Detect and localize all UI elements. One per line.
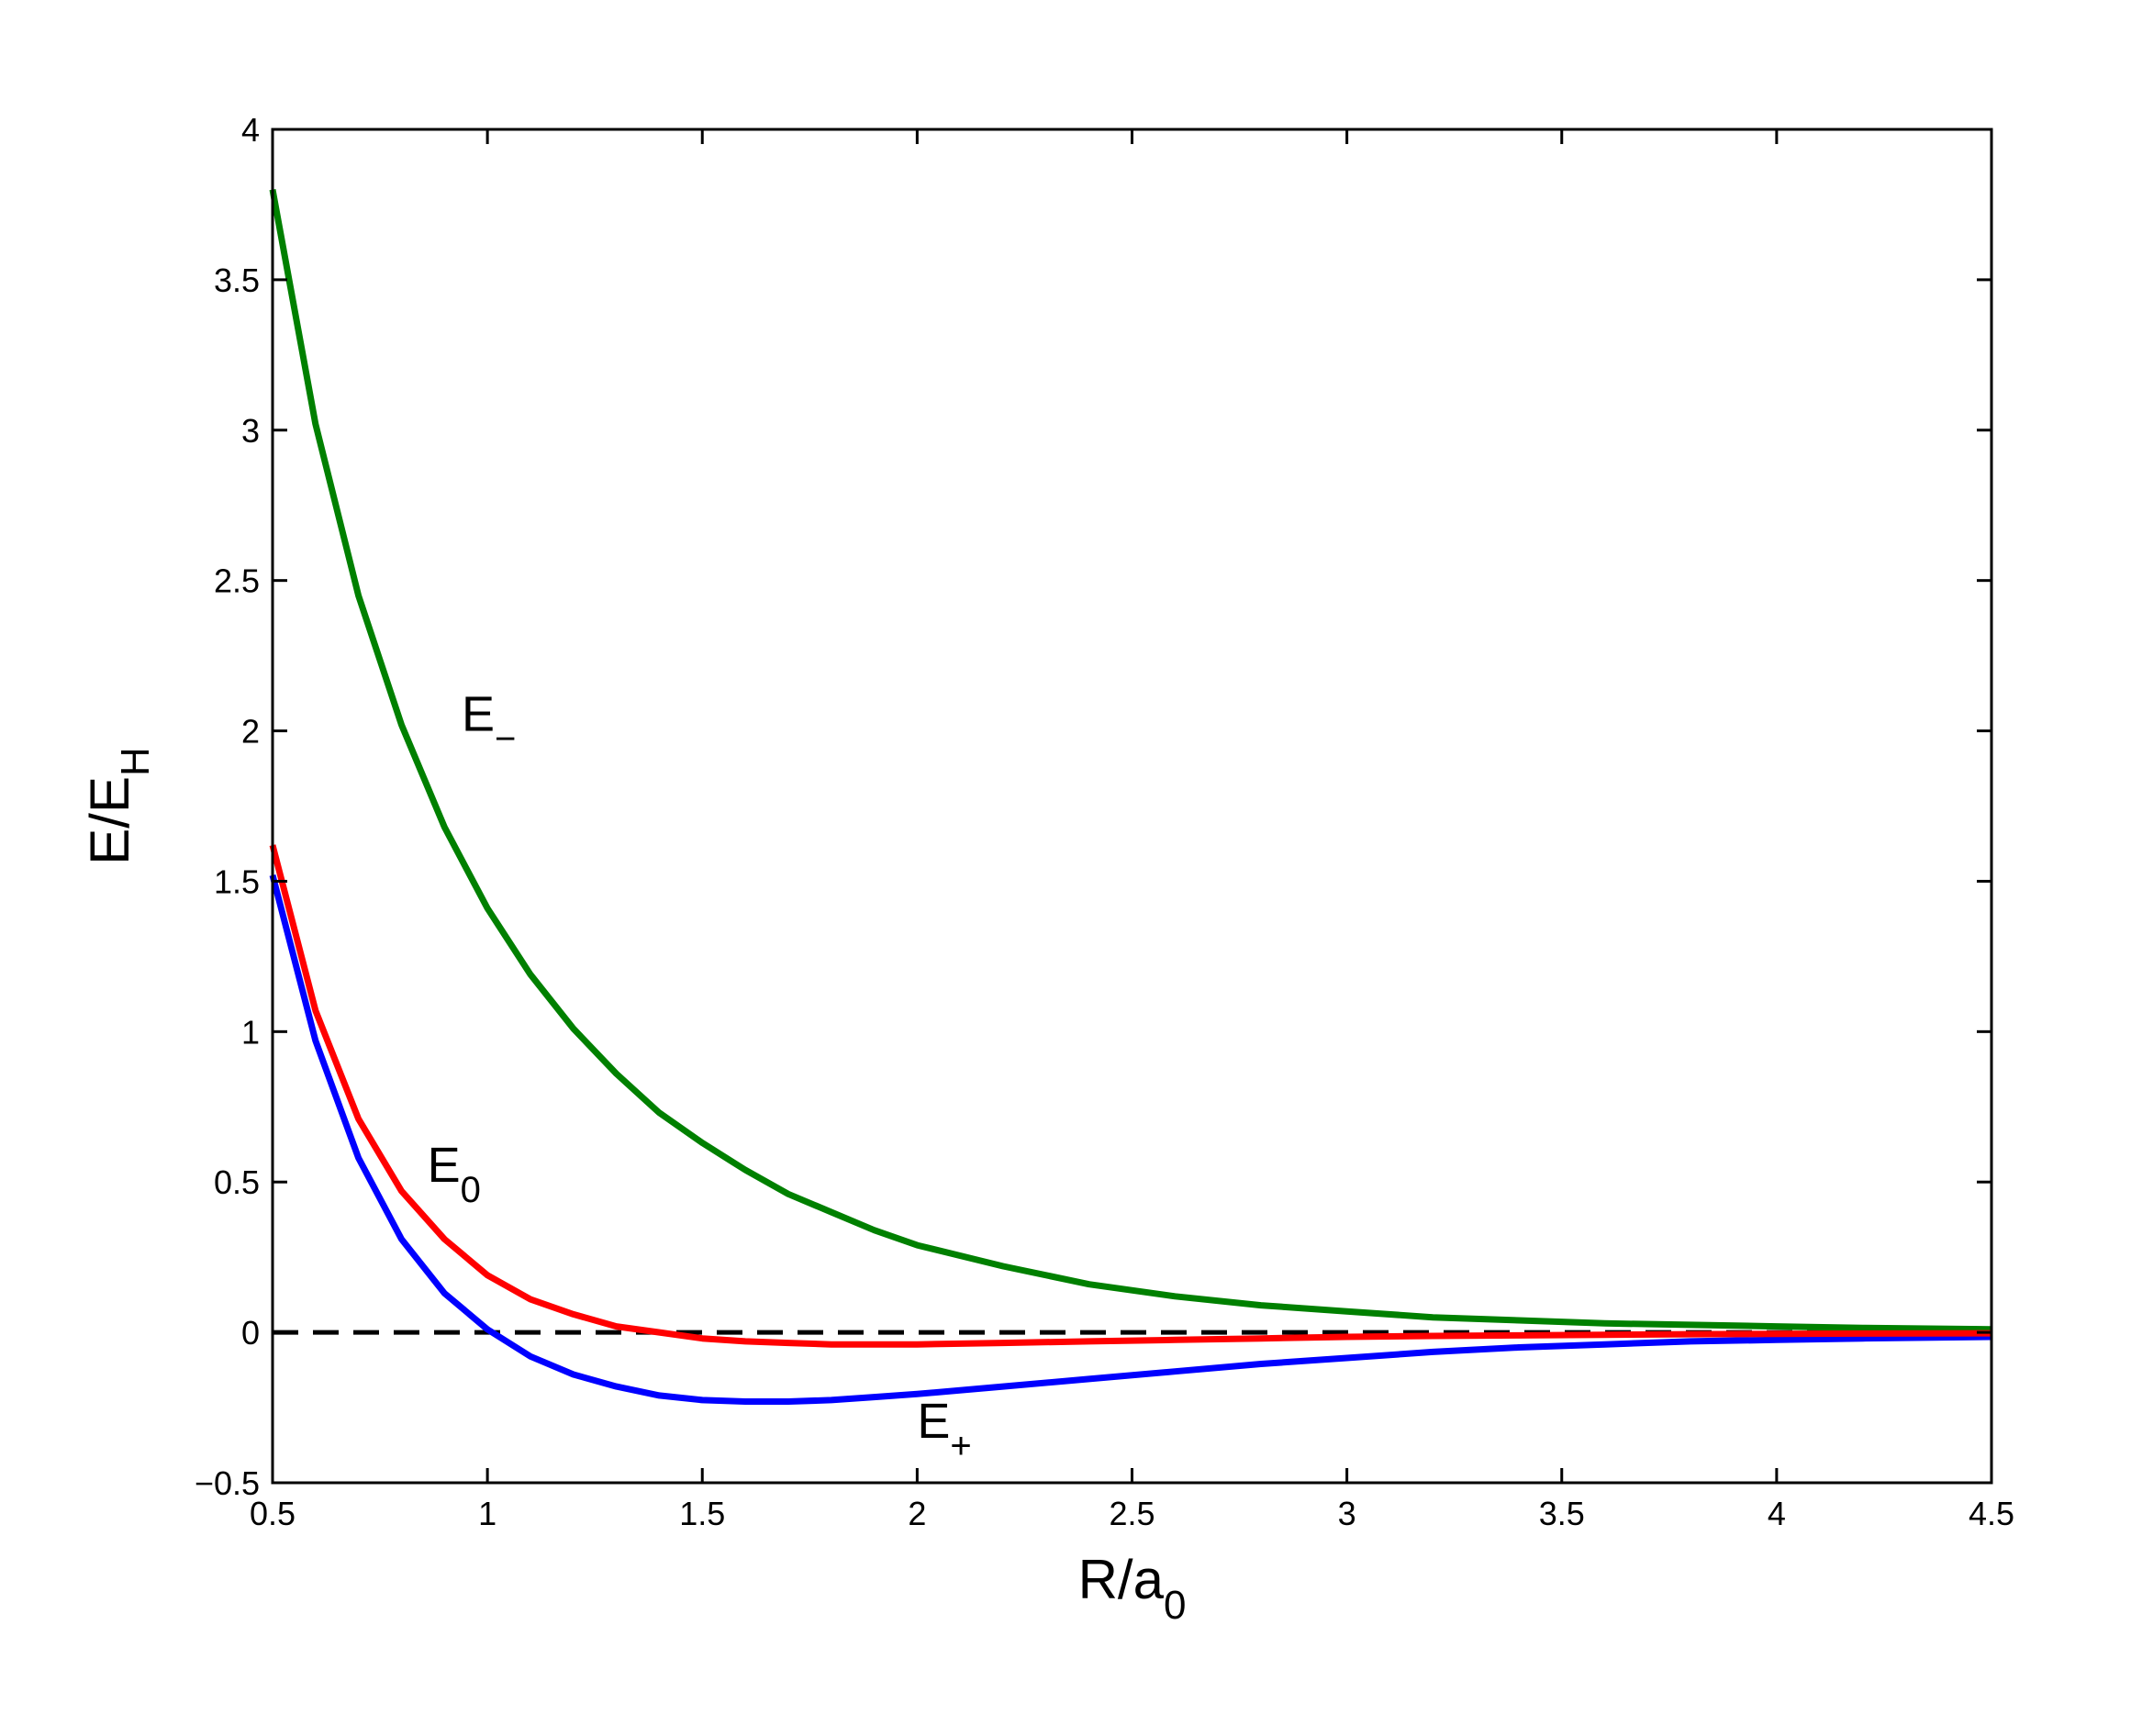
curve-labels: E−E0E+ — [428, 687, 972, 1466]
y-tick-label: 3.5 — [214, 262, 260, 299]
x-tick-label: 4.5 — [1969, 1495, 2014, 1532]
curve-label-subscript: − — [495, 719, 516, 760]
curve-label-main: E — [428, 1138, 461, 1193]
curve-label-main: E — [462, 687, 495, 742]
x-axis-title-subscript: 0 — [1164, 1583, 1186, 1628]
y-tick-label: 0.5 — [214, 1163, 260, 1201]
curve-label-main: E — [917, 1394, 950, 1449]
x-axis-title-main: R/a — [1078, 1549, 1165, 1610]
series-line-e-plus — [269, 874, 1992, 1405]
x-tick-label: 2 — [908, 1495, 926, 1532]
y-tick-label: −0.5 — [195, 1464, 260, 1502]
series-line-e-minus — [269, 188, 1992, 1333]
x-tick-label: 3 — [1338, 1495, 1356, 1532]
y-tick-label: 3 — [241, 412, 260, 450]
curve-label-e-minus: E− — [462, 687, 516, 760]
plot-frame — [271, 128, 1993, 1485]
y-axis-title: E/EH — [79, 747, 158, 865]
curve-label-subscript: 0 — [461, 1170, 481, 1210]
y-tick-label: 0 — [241, 1314, 260, 1352]
y-tick-label: 2 — [241, 713, 260, 751]
x-tick-label: 3.5 — [1539, 1495, 1585, 1532]
curve-label-e-plus: E+ — [917, 1394, 971, 1466]
y-axis-title-main: E/E — [79, 776, 140, 865]
y-axis-title-subscript: H — [113, 747, 158, 776]
plot-area — [269, 188, 1992, 1405]
curve-label-subscript: + — [950, 1426, 971, 1466]
x-tick-label: 4 — [1768, 1495, 1786, 1532]
tick-labels: 0.5 1 1.5 2 2.5 3 3.5 4 4.5 −0.5 0 0.5 1 1.5 2 2.5 3 3.5 4 — [195, 111, 2014, 1532]
x-tick-label: 2.5 — [1109, 1495, 1155, 1532]
y-tick-label: 2.5 — [214, 562, 260, 600]
curve-label-e-0: E0 — [428, 1138, 481, 1210]
y-tick-label: 4 — [241, 111, 260, 149]
x-tick-label: 1 — [478, 1495, 496, 1532]
x-tick-label: 0.5 — [250, 1495, 296, 1532]
x-tick-label: 1.5 — [679, 1495, 725, 1532]
series-line-e-0 — [269, 844, 1992, 1348]
y-tick-label: 1.5 — [214, 862, 260, 900]
x-axis-title: R/a0 — [1078, 1549, 1187, 1628]
y-tick-label: 1 — [241, 1013, 260, 1051]
